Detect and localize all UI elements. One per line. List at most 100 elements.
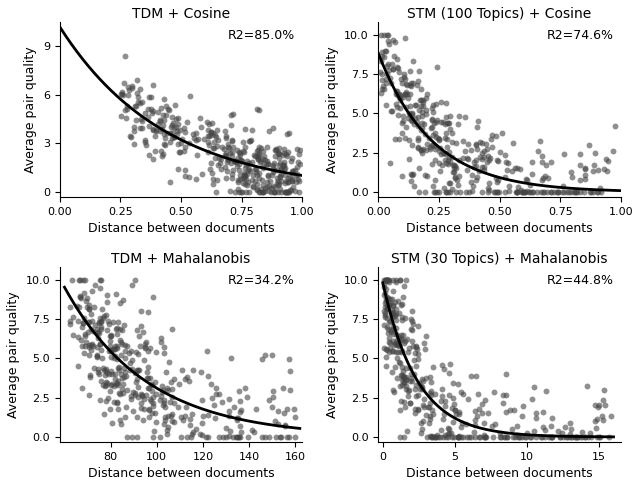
Point (490, 420, 500, 428)
Point (225, 149, 236, 157)
Point (401, 124, 412, 131)
Point (390, 135, 400, 143)
Point (174, 148, 184, 155)
Point (280, 422, 290, 430)
Point (267, 403, 277, 411)
Point (76, 276, 86, 283)
Point (461, 188, 472, 196)
Point (227, 148, 237, 156)
Point (147, 126, 157, 134)
Point (509, 406, 519, 414)
Point (419, 339, 429, 347)
Point (439, 365, 449, 373)
Point (447, 130, 457, 137)
Point (127, 84, 137, 92)
Point (419, 395, 429, 403)
Point (383, 294, 393, 302)
Point (141, 338, 151, 346)
Point (155, 433, 165, 441)
Point (136, 307, 146, 315)
Point (600, 401, 611, 409)
Point (404, 155, 414, 163)
Point (244, 165, 254, 173)
Point (160, 141, 170, 149)
Point (268, 124, 278, 131)
Point (471, 156, 481, 164)
Point (221, 134, 231, 142)
Point (292, 145, 302, 153)
Point (383, 303, 394, 311)
Point (383, 276, 393, 283)
Point (398, 367, 408, 375)
Point (196, 123, 206, 131)
Point (414, 164, 424, 172)
Point (444, 425, 454, 432)
Point (260, 184, 270, 192)
Point (102, 379, 112, 387)
Point (287, 177, 297, 185)
Point (382, 304, 392, 312)
Point (436, 98, 447, 106)
Point (204, 132, 214, 140)
Point (429, 176, 440, 184)
Point (420, 106, 431, 114)
Point (391, 316, 401, 324)
Point (143, 113, 153, 121)
Point (379, 344, 389, 352)
Point (163, 386, 173, 394)
Point (388, 287, 398, 295)
Point (407, 115, 417, 123)
Point (392, 354, 402, 362)
Point (291, 172, 301, 180)
Point (224, 432, 234, 440)
Point (108, 380, 118, 388)
Point (96, 323, 106, 331)
Point (273, 181, 283, 189)
Point (223, 156, 233, 164)
Point (162, 129, 172, 137)
Point (507, 168, 517, 175)
Point (162, 427, 172, 434)
Point (415, 96, 426, 104)
Point (77, 323, 87, 331)
Point (150, 410, 160, 417)
Point (388, 337, 399, 345)
Point (188, 428, 198, 436)
Point (600, 155, 611, 163)
Point (197, 169, 207, 177)
Point (260, 351, 270, 359)
Point (455, 188, 465, 196)
Point (566, 425, 576, 433)
Point (250, 405, 260, 413)
Point (92, 343, 102, 351)
Point (431, 133, 442, 141)
Point (118, 380, 128, 388)
Point (483, 409, 493, 417)
Point (582, 382, 592, 390)
Point (408, 57, 418, 65)
Point (79, 349, 89, 356)
Point (520, 188, 530, 196)
Point (246, 126, 257, 134)
Point (420, 171, 430, 179)
Point (397, 172, 408, 180)
Point (548, 188, 559, 196)
Point (433, 134, 443, 142)
Point (499, 391, 509, 399)
Point (444, 119, 454, 127)
Point (193, 135, 204, 143)
Point (104, 342, 115, 350)
Point (593, 188, 604, 196)
Point (580, 175, 591, 183)
Point (610, 122, 620, 130)
Point (427, 432, 437, 440)
Point (244, 137, 254, 145)
Point (483, 152, 493, 160)
Point (403, 94, 413, 101)
Point (148, 393, 158, 401)
Point (112, 399, 122, 407)
Point (383, 66, 394, 74)
Point (379, 307, 389, 315)
Point (271, 433, 281, 441)
Point (429, 433, 440, 441)
